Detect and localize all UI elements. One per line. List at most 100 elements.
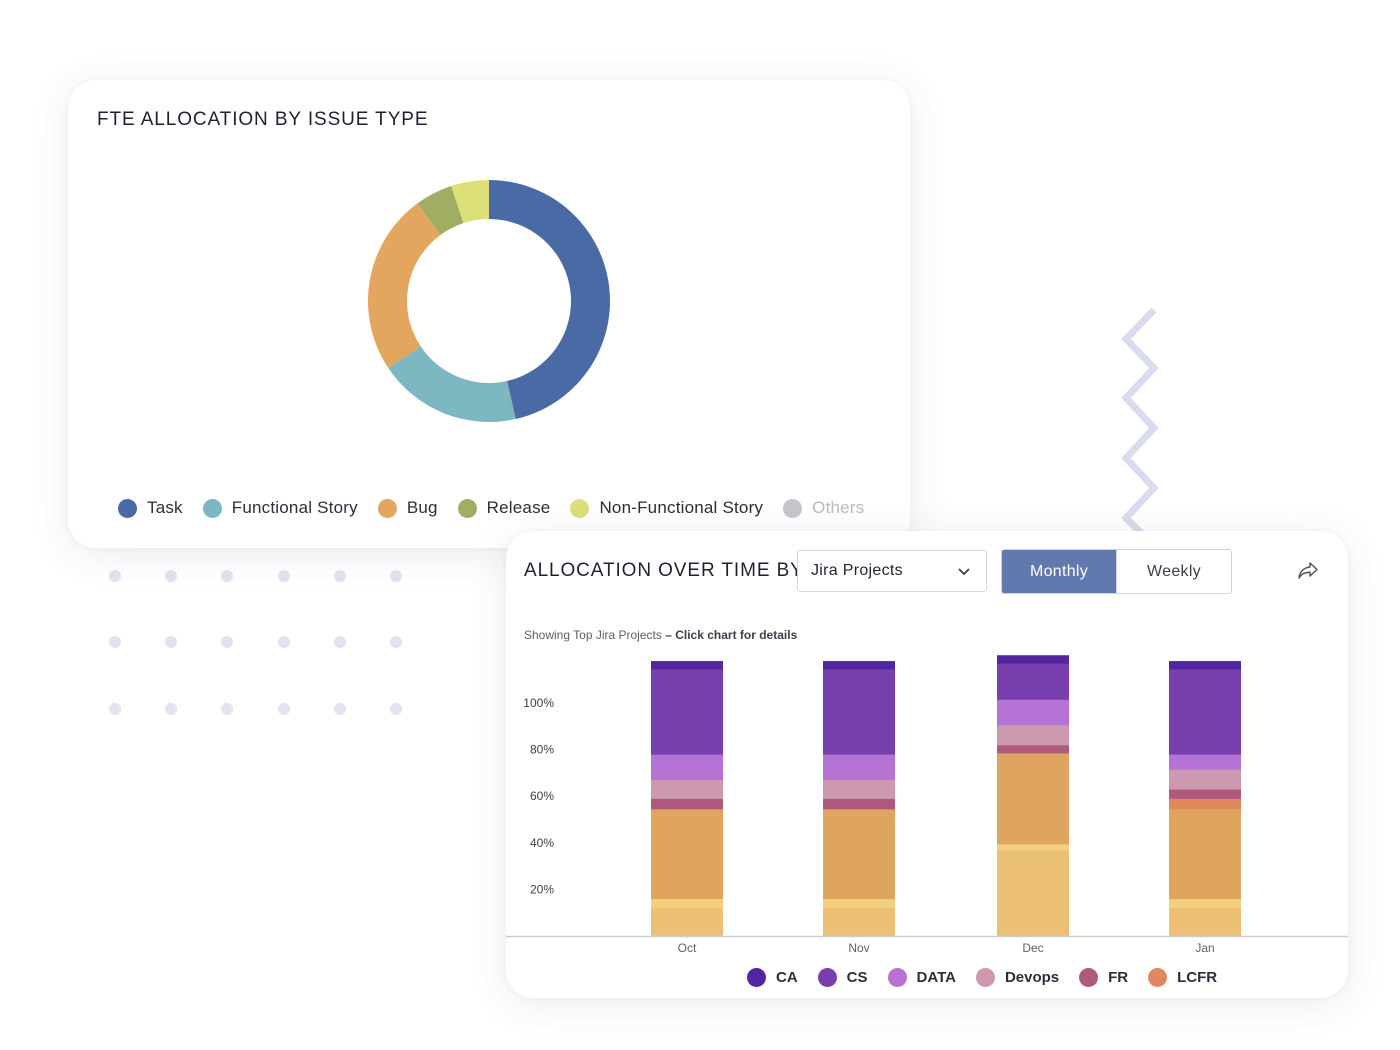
legend-swatch: [457, 498, 477, 518]
legend-label: DATA: [916, 968, 956, 986]
legend-item-others[interactable]: Others: [783, 498, 864, 518]
decorative-dot: [277, 702, 290, 715]
bar-segment-jan-lcfr[interactable]: [1169, 798, 1241, 810]
bar-segment-oct-devops[interactable]: [651, 779, 723, 799]
decorative-dot: [165, 636, 178, 649]
bar-segment-nov-series-0[interactable]: [823, 908, 895, 937]
bar-segment-dec-cs[interactable]: [997, 663, 1069, 700]
bar-segment-jan-data[interactable]: [1169, 754, 1241, 770]
legend-label: Bug: [406, 498, 438, 517]
donut-slice-functional-story[interactable]: [388, 346, 516, 423]
fte-card-title: FTE ALLOCATION BY ISSUE TYPE: [97, 109, 429, 130]
decorative-dot: [333, 636, 346, 649]
bar-segment-jan-series-2[interactable]: [1169, 809, 1241, 900]
legend-swatch: [783, 498, 803, 518]
decorative-dot: [109, 636, 121, 649]
donut-slice-non-functional-story[interactable]: [451, 180, 489, 224]
legend-item-fr[interactable]: FR: [1079, 967, 1129, 987]
bar-segment-nov-series-1[interactable]: [823, 898, 895, 909]
donut-slice-task[interactable]: [489, 180, 610, 420]
y-tick-label: 80%: [530, 743, 554, 757]
bar-segment-oct-series-0[interactable]: [651, 908, 723, 937]
bar-segment-nov-ca[interactable]: [823, 661, 895, 670]
bar-segment-dec-data[interactable]: [997, 699, 1069, 726]
bar-segment-nov-series-2[interactable]: [823, 809, 895, 900]
monthly-toggle-button[interactable]: Monthly: [1002, 550, 1116, 593]
legend-item-bug[interactable]: Bug: [377, 498, 438, 518]
legend-item-release[interactable]: Release: [457, 498, 551, 518]
legend-label: CS: [846, 968, 868, 986]
bar-segment-dec-series-1[interactable]: [997, 843, 1069, 851]
legend-item-cs[interactable]: CS: [817, 967, 868, 987]
legend-label: Others: [812, 498, 865, 517]
decorative-dot: [390, 702, 402, 715]
legend-label: FR: [1108, 968, 1129, 986]
bar-segment-dec-ca[interactable]: [997, 655, 1069, 664]
bar-segment-dec-series-2[interactable]: [997, 753, 1069, 845]
bar-segment-oct-ca[interactable]: [651, 661, 723, 670]
y-tick-label: 20%: [530, 882, 554, 896]
decorative-dot: [277, 570, 290, 582]
legend-swatch: [1148, 967, 1168, 987]
legend-label: Non-Functional Story: [599, 498, 764, 517]
decorative-dot: [277, 636, 290, 649]
legend-swatch: [202, 498, 222, 518]
subtitle-prefix: Showing Top Jira Projects: [524, 628, 662, 642]
bar-segment-nov-fr[interactable]: [823, 798, 895, 810]
legend-item-non-functional-story[interactable]: Non-Functional Story: [570, 498, 763, 518]
legend-label: Functional Story: [231, 498, 358, 517]
bar-segment-dec-series-0[interactable]: [997, 849, 1069, 937]
bar-segment-oct-cs[interactable]: [651, 669, 723, 755]
legend-label: CA: [776, 968, 798, 986]
legend-label: Release: [486, 498, 551, 517]
decorative-dot: [109, 702, 121, 715]
legend-item-data[interactable]: DATA: [887, 967, 956, 987]
legend-swatch: [817, 967, 837, 987]
decorative-dot-grid: [109, 570, 409, 720]
group-by-dropdown[interactable]: Jira Projects: [797, 550, 987, 592]
bar-segment-nov-devops[interactable]: [823, 779, 895, 799]
bar-segment-nov-data[interactable]: [823, 754, 895, 781]
legend-swatch: [887, 967, 907, 987]
decorative-dot: [390, 636, 402, 649]
donut-chart[interactable]: [68, 80, 910, 548]
y-tick-label: 60%: [530, 789, 554, 803]
decorative-dot: [333, 702, 346, 715]
x-tick-label: Oct: [678, 941, 697, 955]
legend-item-lcfr[interactable]: LCFR: [1148, 967, 1217, 987]
share-arrow-icon[interactable]: [1296, 560, 1320, 582]
legend-item-ca[interactable]: CA: [747, 967, 798, 987]
bar-segment-jan-devops[interactable]: [1169, 769, 1241, 790]
stacked-bar-chart[interactable]: 20% 40% 60% 80% 100% Oct Nov Dec Jan: [506, 531, 1348, 998]
bar-segment-jan-series-1[interactable]: [1169, 898, 1241, 909]
bar-segment-jan-series-0[interactable]: [1169, 908, 1241, 937]
issue-type-legend: Task Functional Story Bug Release Non-Functi…: [118, 493, 884, 523]
legend-item-devops[interactable]: Devops: [975, 967, 1059, 987]
bar-segment-dec-devops[interactable]: [997, 725, 1069, 746]
bar-segment-oct-series-2[interactable]: [651, 809, 723, 900]
bar-segment-oct-fr[interactable]: [651, 798, 723, 810]
decorative-dot: [165, 702, 178, 715]
dropdown-selected-value: Jira Projects: [811, 562, 903, 579]
bar-segment-nov-cs[interactable]: [823, 669, 895, 755]
donut-slice-release[interactable]: [417, 186, 464, 235]
fte-allocation-card: FTE ALLOCATION BY ISSUE TYPE Task Functio…: [68, 80, 910, 548]
decorative-dot: [221, 570, 234, 582]
allocation-card-title: ALLOCATION OVER TIME BY: [524, 560, 804, 581]
decorative-dot: [221, 636, 234, 649]
bar-segment-jan-fr[interactable]: [1169, 789, 1241, 799]
donut-slice-bug[interactable]: [367, 203, 441, 369]
y-tick-label: 100%: [523, 696, 554, 710]
allocation-over-time-card: ALLOCATION OVER TIME BY Jira Projects Mo…: [506, 531, 1348, 998]
bar-segment-jan-ca[interactable]: [1169, 661, 1241, 670]
bar-segment-oct-series-1[interactable]: [651, 898, 723, 909]
legend-item-functional-story[interactable]: Functional Story: [202, 498, 358, 518]
legend-item-task[interactable]: Task: [118, 498, 183, 518]
bar-segment-oct-data[interactable]: [651, 754, 723, 781]
chevron-down-icon: [958, 568, 970, 576]
bar-segment-dec-fr[interactable]: [997, 744, 1069, 754]
period-toggle: Monthly Weekly: [1001, 549, 1232, 594]
legend-label: Task: [147, 498, 183, 517]
weekly-toggle-button[interactable]: Weekly: [1116, 550, 1231, 593]
bar-segment-jan-cs[interactable]: [1169, 669, 1241, 755]
